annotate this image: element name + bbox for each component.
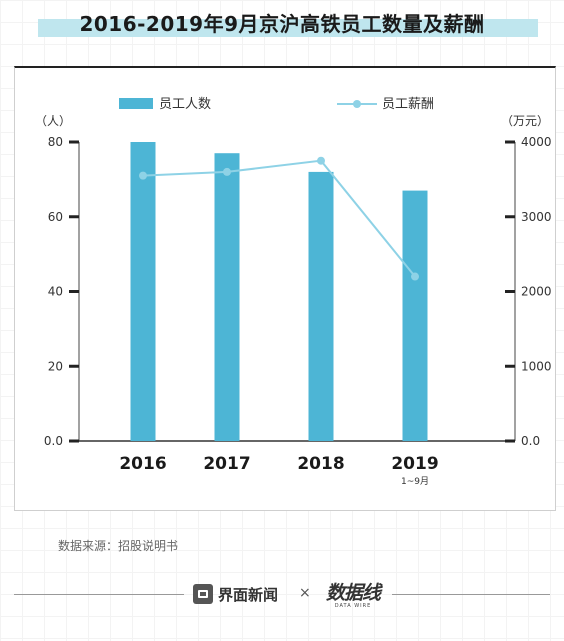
point-staff-salary — [139, 171, 147, 180]
x-category-label: 2018 — [297, 454, 344, 474]
jiemian-logo-text: 界面新闻 — [218, 585, 279, 604]
left-axis-tick-label: 40 — [48, 285, 63, 299]
right-axis-tick-label: 2000 — [521, 285, 552, 299]
brand-separator: × — [299, 585, 311, 601]
chart-svg: 0.0 20 40 60 80 0.0 1000 2000 3000 4000 （人） （万元） 201… — [35, 97, 552, 487]
title-highlight — [38, 19, 538, 37]
footer-divider-right — [392, 594, 550, 595]
right-axis-tick-label: 3000 — [521, 210, 552, 224]
legend-swatch-staff-count — [119, 98, 153, 109]
right-axis-tick-label: 0.0 — [521, 434, 540, 448]
point-staff-salary — [411, 272, 419, 281]
line-staff-salary — [142, 159, 416, 278]
legend-label-staff-salary: 员工薪酬 — [382, 97, 434, 112]
point-staff-salary — [223, 167, 231, 176]
x-category-label: 2017 — [203, 454, 250, 474]
jiemian-logo: 界面新闻 — [193, 582, 278, 606]
left-axis-tick-label: 80 — [48, 135, 63, 149]
chart-title: 2016-2019年9月京沪高铁员工数量及薪酬 — [79, 12, 485, 36]
left-axis-tick-label: 0.0 — [44, 434, 63, 448]
bar-staff-count — [130, 142, 156, 441]
right-axis-tick-label: 4000 — [521, 135, 552, 149]
data-source: 数据来源：招股说明书 — [58, 539, 179, 553]
right-axis-unit: （万元） — [501, 114, 549, 128]
bar-staff-count — [308, 171, 334, 441]
legend-label-staff-count: 员工人数 — [159, 97, 211, 112]
datawire-logo-subtext: DATA WIRE — [334, 603, 372, 609]
point-staff-salary — [317, 156, 325, 165]
datawire-logo-text: 数据线 — [325, 582, 381, 604]
x-category-sublabel: 1~9月 — [401, 476, 429, 487]
bar-staff-count — [402, 190, 428, 441]
x-category-label: 2016 — [119, 454, 166, 474]
chart-panel: 0.0 20 40 60 80 0.0 1000 2000 3000 4000 （人） （万元） 201… — [14, 66, 556, 511]
left-axis-unit: （人） — [35, 114, 71, 128]
legend-marker-staff-salary — [353, 100, 361, 108]
footer-divider-left — [14, 594, 184, 595]
bar-staff-count — [214, 153, 240, 441]
left-axis-tick-label: 60 — [48, 210, 63, 224]
jiemian-icon — [193, 584, 213, 604]
left-axis-tick-label: 20 — [48, 359, 63, 373]
x-category-label: 2019 — [391, 454, 438, 474]
right-axis-tick-label: 1000 — [521, 359, 552, 373]
datawire-logo: 数据线 DATA WIRE — [322, 578, 384, 609]
